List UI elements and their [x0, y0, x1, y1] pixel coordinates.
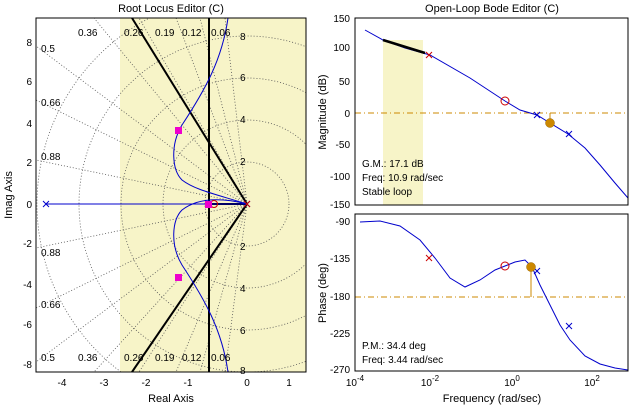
- x-tick-label: -1: [184, 378, 193, 389]
- damping-label: 0.5: [41, 353, 55, 364]
- damping-label: 0.26: [124, 28, 144, 39]
- wn-label: 8: [240, 32, 246, 43]
- phase-ylabel: Phase (deg): [317, 263, 329, 323]
- plant-pole-marker[interactable]: [533, 267, 573, 330]
- damping-label: 0.66: [41, 300, 61, 311]
- damping-label: 0.36: [78, 28, 98, 39]
- damping-label: 0.66: [41, 98, 61, 109]
- damping-label: 0.88: [41, 248, 61, 259]
- low-freq-asymptote: [382, 38, 426, 55]
- y-tick-label: -225: [330, 329, 350, 340]
- y-tick-label: -180: [330, 292, 350, 303]
- damping-label: 0.88: [41, 152, 61, 163]
- x-tick-label: -3: [100, 378, 109, 389]
- y-tick-label: 2: [26, 158, 32, 169]
- phase-curve: [359, 220, 628, 371]
- y-tick-label: -150: [330, 200, 350, 211]
- wn-label: 4: [240, 115, 246, 126]
- y-tick-label: 150: [333, 14, 350, 25]
- wn-label: 4: [240, 284, 246, 295]
- y-tick-label: -2: [23, 239, 32, 250]
- damping-label: 0.5: [41, 44, 55, 55]
- damping-label: 0.36: [78, 353, 98, 364]
- damping-label: 0.06: [211, 28, 231, 39]
- magnitude-ylabel: Magnitude (dB): [317, 74, 329, 149]
- root-locus-ylabel: Imag Axis: [3, 171, 15, 219]
- y-tick-label: -90: [336, 217, 351, 228]
- plant-pole-marker[interactable]: [533, 111, 573, 138]
- gain-margin-text: G.M.: 17.1 dB: [362, 159, 424, 170]
- gain-margin-shade: [383, 40, 423, 205]
- stability-text: Stable loop: [362, 187, 412, 198]
- x-tick-label: 1: [286, 378, 292, 389]
- y-tick-label: 6: [26, 77, 32, 88]
- x-tick-label: 0: [244, 378, 250, 389]
- wn-label: 8: [240, 366, 246, 377]
- phase-margin-freq-text: Freq: 3.44 rad/sec: [362, 355, 443, 366]
- y-tick-label: 50: [339, 77, 351, 88]
- y-tick-label: -6: [23, 320, 32, 331]
- y-tick-label: -100: [330, 172, 350, 183]
- y-tick-label: -4: [23, 280, 32, 291]
- y-tick-label: 0: [26, 200, 32, 211]
- bode-phase-plot[interactable]: P.M.: 34.4 deg Freq: 3.44 rad/sec -90 -1…: [330, 213, 629, 389]
- x-tick-label: 10-2: [421, 374, 440, 389]
- y-tick-label: 4: [26, 119, 32, 130]
- phase-margin-marker[interactable]: [526, 262, 536, 272]
- gain-margin-marker[interactable]: [545, 118, 555, 128]
- root-locus-xlabel: Real Axis: [148, 393, 194, 405]
- wn-label: 6: [240, 326, 246, 337]
- root-locus-plot[interactable]: 0.36 0.26 0.19 0.12 0.06 0.36 0.26 0.19 …: [23, 0, 457, 412]
- frequency-xlabel: Frequency (rad/sec): [443, 393, 541, 405]
- root-locus-title: Root Locus Editor (C): [118, 3, 224, 15]
- settling-region-shade: [209, 18, 306, 372]
- x-tick-label: 100: [504, 374, 520, 389]
- x-tick-label: 102: [584, 374, 600, 389]
- x-tick-label: 10-4: [346, 374, 365, 389]
- compensator-pole-marker[interactable]: [425, 254, 433, 262]
- closed-loop-poles[interactable]: [175, 127, 212, 281]
- y-tick-label: -50: [336, 140, 351, 151]
- compensator-zero-marker[interactable]: [500, 96, 510, 106]
- y-tick-label: 100: [333, 43, 350, 54]
- y-tick-label: -8: [23, 360, 32, 371]
- compensator-zero-marker[interactable]: [500, 261, 510, 271]
- x-tick-label: -2: [142, 378, 151, 389]
- gain-margin-freq-text: Freq: 10.9 rad/sec: [362, 173, 443, 184]
- locus-branches: [46, 18, 248, 372]
- damping-label: 0.06: [211, 353, 231, 364]
- damping-label: 0.19: [155, 353, 175, 364]
- compensator-pole-marker[interactable]: [243, 200, 251, 208]
- y-tick-label: -270: [330, 365, 350, 376]
- damping-label: 0.26: [124, 353, 144, 364]
- wn-label: 6: [240, 73, 246, 84]
- compensator-pole-marker[interactable]: [425, 51, 433, 59]
- damping-label: 0.19: [155, 28, 175, 39]
- x-tick-label: -4: [58, 378, 67, 389]
- bode-magnitude-plot[interactable]: G.M.: 17.1 dB Freq: 10.9 rad/sec Stable …: [330, 14, 629, 211]
- y-tick-label: 0: [344, 109, 350, 120]
- damping-label: 0.12: [182, 28, 202, 39]
- damping-label: 0.12: [182, 353, 202, 364]
- wn-label: 2: [240, 242, 246, 253]
- y-tick-label: -135: [330, 254, 350, 265]
- y-tick-label: 8: [26, 38, 32, 49]
- bode-title: Open-Loop Bode Editor (C): [425, 3, 559, 15]
- wn-label: 2: [240, 157, 246, 168]
- phase-margin-text: P.M.: 34.4 deg: [362, 341, 426, 352]
